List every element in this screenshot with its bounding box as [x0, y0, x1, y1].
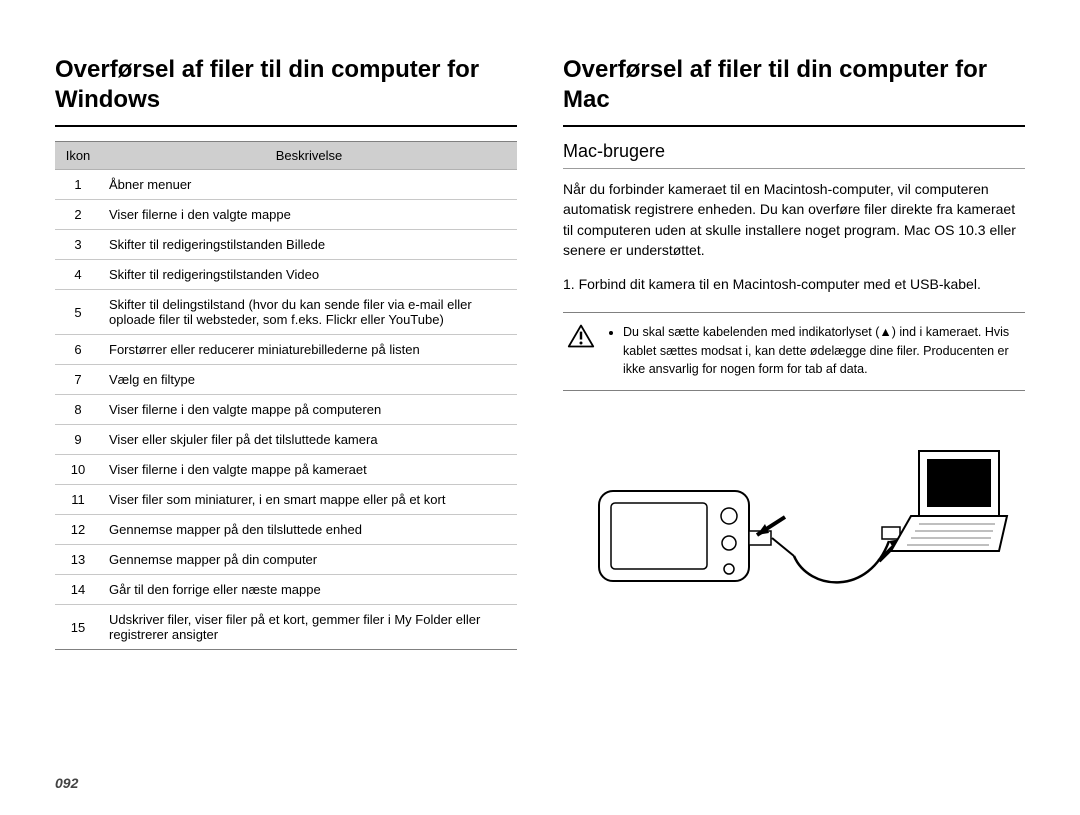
table-row: 13Gennemse mapper på din computer	[55, 545, 517, 575]
note-text-a: Du skal sætte kabelenden med indikatorly…	[623, 325, 879, 339]
cell-ikon: 7	[55, 365, 101, 395]
col-header-beskrivelse: Beskrivelse	[101, 142, 517, 170]
right-column: Overførsel af filer til din computer for…	[563, 55, 1025, 650]
ikon-table-body: 1Åbner menuer2Viser filerne i den valgte…	[55, 170, 517, 650]
warning-triangle-icon	[567, 323, 595, 349]
cell-beskrivelse: Gennemse mapper på den tilsluttede enhed	[101, 515, 517, 545]
cell-ikon: 2	[55, 200, 101, 230]
ikon-table: Ikon Beskrivelse 1Åbner menuer2Viser fil…	[55, 141, 517, 650]
col-header-ikon: Ikon	[55, 142, 101, 170]
cell-beskrivelse: Viser filerne i den valgte mappe på comp…	[101, 395, 517, 425]
table-row: 8Viser filerne i den valgte mappe på com…	[55, 395, 517, 425]
table-row: 15Udskriver filer, viser filer på et kor…	[55, 605, 517, 650]
cell-beskrivelse: Forstørrer eller reducerer miniaturebill…	[101, 335, 517, 365]
cell-ikon: 14	[55, 575, 101, 605]
table-row: 12Gennemse mapper på den tilsluttede enh…	[55, 515, 517, 545]
cell-beskrivelse: Viser filerne i den valgte mappe på kame…	[101, 455, 517, 485]
table-row: 1Åbner menuer	[55, 170, 517, 200]
table-row: 7Vælg en filtype	[55, 365, 517, 395]
table-row: 4Skifter til redigeringstilstanden Video	[55, 260, 517, 290]
cell-ikon: 1	[55, 170, 101, 200]
right-heading: Overførsel af filer til din computer for…	[563, 55, 1025, 127]
table-row: 9Viser eller skjuler filer på det tilslu…	[55, 425, 517, 455]
cell-beskrivelse: Går til den forrige eller næste mappe	[101, 575, 517, 605]
cell-ikon: 10	[55, 455, 101, 485]
table-row: 5Skifter til delingstilstand (hvor du ka…	[55, 290, 517, 335]
camera-laptop-illustration	[563, 421, 1025, 611]
note-line: Du skal sætte kabelenden med indikatorly…	[623, 323, 1021, 377]
left-heading: Overførsel af filer til din computer for…	[55, 55, 517, 127]
cell-beskrivelse: Skifter til delingstilstand (hvor du kan…	[101, 290, 517, 335]
cell-beskrivelse: Vælg en filtype	[101, 365, 517, 395]
cell-ikon: 13	[55, 545, 101, 575]
usb-connection-icon	[579, 421, 1009, 611]
table-row: 11Viser filer som miniaturer, i en smart…	[55, 485, 517, 515]
table-row: 10Viser filerne i den valgte mappe på ka…	[55, 455, 517, 485]
left-column: Overførsel af filer til din computer for…	[55, 55, 517, 650]
triangle-up-icon: ▲	[879, 325, 891, 339]
page-columns: Overførsel af filer til din computer for…	[55, 55, 1025, 650]
cell-ikon: 5	[55, 290, 101, 335]
right-subheading: Mac-brugere	[563, 141, 1025, 169]
cell-ikon: 8	[55, 395, 101, 425]
cell-ikon: 15	[55, 605, 101, 650]
warning-note: Du skal sætte kabelenden med indikatorly…	[563, 312, 1025, 390]
table-row: 3Skifter til redigeringstilstanden Bille…	[55, 230, 517, 260]
cell-ikon: 9	[55, 425, 101, 455]
page-number: 092	[55, 775, 78, 791]
cell-ikon: 4	[55, 260, 101, 290]
cell-beskrivelse: Viser eller skjuler filer på det tilslut…	[101, 425, 517, 455]
cell-beskrivelse: Gennemse mapper på din computer	[101, 545, 517, 575]
cell-ikon: 6	[55, 335, 101, 365]
cell-beskrivelse: Viser filerne i den valgte mappe	[101, 200, 517, 230]
table-row: 6Forstørrer eller reducerer miniaturebil…	[55, 335, 517, 365]
cell-beskrivelse: Viser filer som miniaturer, i en smart m…	[101, 485, 517, 515]
cell-beskrivelse: Skifter til redigeringstilstanden Video	[101, 260, 517, 290]
cell-ikon: 12	[55, 515, 101, 545]
step-1: 1. Forbind dit kamera til en Macintosh-c…	[563, 274, 1025, 294]
table-row: 14Går til den forrige eller næste mappe	[55, 575, 517, 605]
cell-beskrivelse: Skifter til redigeringstilstanden Billed…	[101, 230, 517, 260]
cell-ikon: 11	[55, 485, 101, 515]
mac-paragraph: Når du forbinder kameraet til en Macinto…	[563, 179, 1025, 260]
cell-beskrivelse: Åbner menuer	[101, 170, 517, 200]
table-row: 2Viser filerne i den valgte mappe	[55, 200, 517, 230]
cell-ikon: 3	[55, 230, 101, 260]
cell-beskrivelse: Udskriver filer, viser filer på et kort,…	[101, 605, 517, 650]
